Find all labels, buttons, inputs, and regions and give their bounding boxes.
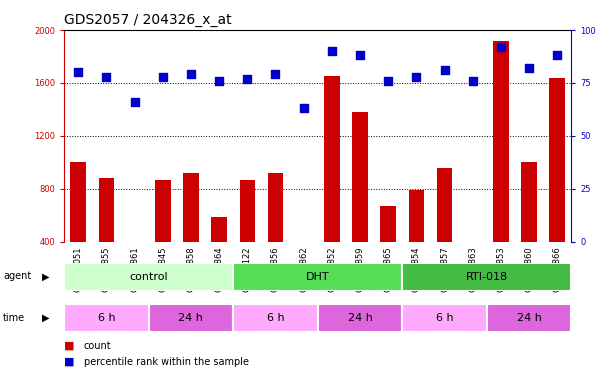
- Text: 6 h: 6 h: [98, 313, 115, 323]
- Bar: [183, 173, 199, 242]
- Text: 6 h: 6 h: [436, 313, 453, 323]
- Point: [158, 74, 167, 80]
- Bar: [233, 262, 402, 291]
- Text: agent: agent: [3, 272, 31, 281]
- Bar: [64, 262, 233, 291]
- Text: control: control: [130, 272, 168, 282]
- Text: 6 h: 6 h: [266, 313, 284, 323]
- Point: [440, 67, 450, 73]
- Text: RTI-018: RTI-018: [466, 272, 508, 282]
- Text: ▶: ▶: [42, 313, 49, 322]
- Bar: [352, 112, 368, 242]
- Bar: [409, 190, 424, 242]
- Point: [243, 76, 252, 82]
- Point: [496, 44, 506, 50]
- Text: 24 h: 24 h: [348, 313, 373, 323]
- Point: [271, 72, 280, 78]
- Point: [130, 99, 139, 105]
- Bar: [268, 173, 284, 242]
- Bar: [70, 162, 86, 242]
- Point: [383, 78, 393, 84]
- Bar: [437, 168, 452, 242]
- Text: ■: ■: [64, 340, 75, 351]
- Point: [355, 53, 365, 58]
- Point: [101, 74, 111, 80]
- Bar: [148, 304, 233, 332]
- Point: [299, 105, 309, 111]
- Bar: [493, 40, 508, 242]
- Text: percentile rank within the sample: percentile rank within the sample: [84, 357, 249, 367]
- Bar: [64, 304, 148, 332]
- Text: count: count: [84, 340, 111, 351]
- Bar: [98, 178, 114, 242]
- Point: [552, 53, 562, 58]
- Bar: [233, 304, 318, 332]
- Text: time: time: [3, 313, 25, 322]
- Point: [186, 72, 196, 78]
- Point: [524, 65, 534, 71]
- Bar: [549, 78, 565, 242]
- Bar: [155, 180, 170, 242]
- Bar: [324, 76, 340, 242]
- Text: 24 h: 24 h: [516, 313, 541, 323]
- Point: [214, 78, 224, 84]
- Bar: [487, 304, 571, 332]
- Text: 24 h: 24 h: [178, 313, 203, 323]
- Bar: [521, 162, 537, 242]
- Bar: [240, 180, 255, 242]
- Bar: [318, 304, 402, 332]
- Bar: [402, 262, 571, 291]
- Bar: [402, 304, 487, 332]
- Point: [411, 74, 421, 80]
- Point: [468, 78, 478, 84]
- Text: DHT: DHT: [306, 272, 329, 282]
- Bar: [211, 217, 227, 242]
- Bar: [381, 206, 396, 242]
- Point: [73, 69, 83, 75]
- Text: ▶: ▶: [42, 272, 49, 281]
- Text: ■: ■: [64, 357, 75, 367]
- Point: [327, 48, 337, 54]
- Text: GDS2057 / 204326_x_at: GDS2057 / 204326_x_at: [64, 13, 232, 27]
